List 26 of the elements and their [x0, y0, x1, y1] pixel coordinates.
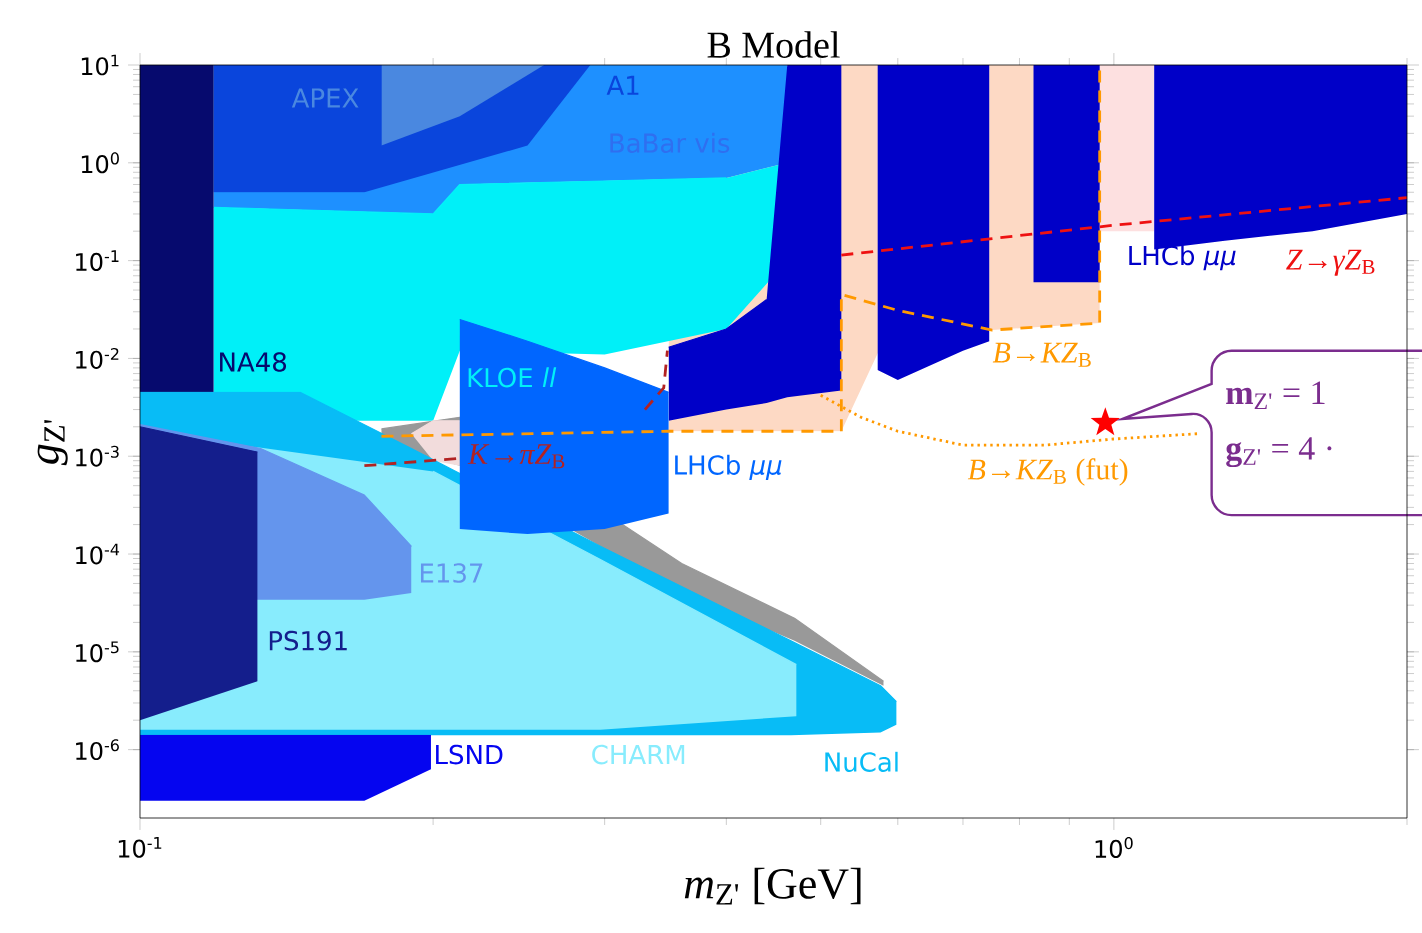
chart-title: B Model: [707, 31, 840, 58]
annotation: A1: [606, 75, 639, 95]
annotation: LHCb μμ: [1129, 245, 1236, 271]
annotation: K→πZ$_{B}$: [467, 444, 565, 469]
annotation: Z→γZ$_{B}$: [1286, 249, 1375, 276]
y-tick-label: 10$^{-2}$: [76, 347, 119, 369]
annotation: KLOE ll: [468, 367, 557, 388]
annotation: NA48: [220, 352, 287, 372]
y-tick-label: 10$^{-6}$: [76, 739, 119, 761]
annotation: APEX: [291, 88, 359, 108]
y-tick-label: 10$^{1}$: [81, 54, 119, 76]
y-tick-label: 10$^{-3}$: [76, 445, 119, 467]
annotation: LHCb μμ: [675, 454, 782, 480]
annotation: E137: [420, 563, 483, 583]
y-tick-label: 10$^{-5}$: [76, 641, 119, 663]
y-tick-label: 10$^{-4}$: [76, 543, 120, 565]
annotation: B→KZ$_{B}$ (fut): [967, 458, 1128, 486]
y-axis-title: g$_{Z'}$: [37, 420, 68, 466]
annotation: B→KZ$_{B}$: [992, 342, 1091, 367]
annotation: NuCal: [825, 751, 898, 772]
annotation: PS191: [269, 630, 347, 651]
x-axis-title: m$_{Z'}$ [GeV]: [684, 867, 861, 905]
annotation: LSND: [436, 744, 503, 765]
y-tick-label: 10$^{-1}$: [76, 250, 119, 271]
annotation: CHARM: [592, 744, 685, 765]
y-tick-label: 10$^{0}$: [81, 152, 119, 174]
